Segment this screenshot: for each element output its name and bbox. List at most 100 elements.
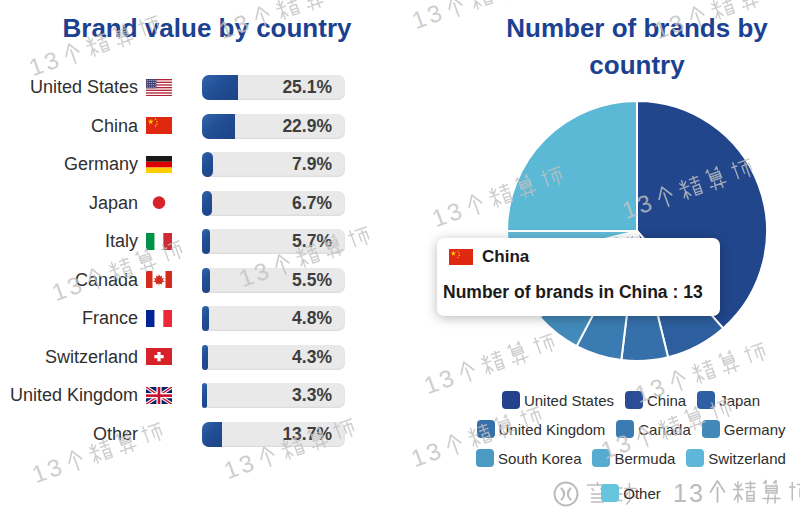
cjk-char-suan — [502, 338, 533, 369]
cjk-char-jing — [464, 420, 495, 451]
bar-value: 25.1% — [282, 77, 332, 98]
cjk-char-suan — [489, 411, 520, 442]
cn-flag-icon — [449, 249, 473, 265]
bar-track[interactable]: 7.9% — [202, 152, 345, 177]
bar-value: 7.9% — [292, 154, 332, 175]
cjk-char-ge — [650, 181, 681, 212]
bar-value: 4.3% — [292, 347, 332, 368]
ca-flag — [146, 271, 172, 289]
cjk-char-jing — [688, 356, 719, 387]
cjk-char-shi — [136, 418, 167, 449]
bar-fill[interactable] — [202, 268, 210, 293]
uk-flag-icon — [146, 387, 172, 404]
de-flag — [146, 156, 172, 174]
ch-flag-icon — [146, 348, 172, 365]
cjk-char-ge — [252, 441, 283, 472]
cjk-char-jing — [277, 432, 308, 463]
cjk-char-jing — [477, 347, 508, 378]
cjk-char-ge — [247, 1, 278, 32]
bar-value: 3.3% — [292, 385, 332, 406]
cn-flag — [146, 117, 172, 135]
cjk-char-ge — [452, 356, 483, 387]
bar-label: Germany — [0, 154, 138, 174]
cjk-char-ge — [663, 365, 694, 396]
bar-label: United Kingdom — [0, 385, 138, 405]
tooltip-text: Number of brands in China : 13 — [443, 282, 703, 303]
jp-flag — [146, 194, 172, 212]
cjk-char-suan — [510, 171, 541, 202]
bar-label: China — [0, 116, 138, 136]
cjk-char-suan — [107, 20, 138, 51]
legend-item-switzerland[interactable]: Switzerland — [686, 449, 786, 467]
bar-fill[interactable] — [202, 152, 213, 177]
bar-fill[interactable] — [202, 306, 209, 331]
legend-swatch — [476, 449, 494, 467]
legend-label: Other — [623, 485, 661, 502]
legend-label: South Korea — [498, 450, 581, 467]
bar-track[interactable]: 4.3% — [202, 345, 345, 370]
bar-track[interactable]: 22.9% — [202, 114, 345, 139]
bar-track[interactable]: 3.3% — [202, 383, 345, 408]
cjk-char-ge — [267, 249, 298, 280]
tooltip-country: China — [482, 247, 529, 267]
bar-fill[interactable] — [202, 422, 222, 447]
cjk-char-suan — [110, 427, 141, 458]
cjk-char-ge — [439, 429, 470, 460]
bar-label: Japan — [0, 193, 138, 213]
de-flag-icon — [146, 156, 172, 173]
us-flag-icon — [146, 79, 172, 96]
cjk-char-jing — [654, 412, 685, 443]
cjk-char-suan — [130, 245, 161, 276]
legend-swatch — [601, 484, 619, 502]
bar-fill[interactable] — [202, 383, 207, 408]
cjk-char-ge — [682, 1, 713, 32]
cjk-char-ge — [460, 189, 491, 220]
chart-tooltip: China Number of brands in China : 13 — [437, 238, 720, 316]
page: Brand value by country Number of brands … — [0, 0, 800, 515]
pie-slice-china[interactable] — [507, 101, 637, 231]
cjk-char-ge — [629, 421, 660, 452]
bar-label: France — [0, 308, 138, 328]
cjk-char-jing — [82, 29, 113, 60]
us-flag — [146, 79, 172, 97]
bar-fill[interactable] — [202, 191, 212, 216]
ch-flag — [146, 348, 172, 366]
bar-fill[interactable] — [202, 114, 235, 139]
legend-item-other[interactable]: Other — [601, 484, 661, 502]
bar-label: Italy — [0, 231, 138, 251]
cjk-char-suan — [713, 347, 744, 378]
legend-swatch — [686, 449, 704, 467]
cjk-char-shi — [156, 236, 187, 267]
bar-value: 4.8% — [292, 308, 332, 329]
bar-value: 6.7% — [292, 193, 332, 214]
cjk-char-ge — [60, 445, 91, 476]
bar-track[interactable]: 4.8% — [202, 306, 345, 331]
bar-label: United States — [0, 77, 138, 97]
cjk-char-suan — [317, 231, 348, 262]
cjk-char-suan — [700, 163, 731, 194]
bar-value: 22.9% — [282, 116, 332, 137]
cjk-char-jing — [292, 240, 323, 271]
cjk-char-suan — [302, 423, 333, 454]
bar-track[interactable]: 25.1% — [202, 75, 345, 100]
bar-fill[interactable] — [202, 75, 238, 100]
fr-flag-icon — [146, 310, 172, 327]
legend-label: Switzerland — [708, 450, 786, 467]
bar-track[interactable]: 6.7% — [202, 191, 345, 216]
cjk-char-shi — [328, 414, 359, 445]
china-flag-icon — [449, 249, 473, 269]
bar-fill[interactable] — [202, 345, 208, 370]
cjk-char-jing — [675, 172, 706, 203]
cn-flag-icon — [146, 117, 172, 134]
cjk-char-shi — [343, 222, 374, 253]
jp-flag-icon — [146, 194, 172, 211]
cjk-char-suan — [679, 403, 710, 434]
bar-fill[interactable] — [202, 229, 210, 254]
legend-item-south-korea[interactable]: South Korea — [476, 449, 581, 467]
cjk-char-jing — [485, 180, 516, 211]
cjk-char-jing — [85, 436, 116, 467]
bar-label: Switzerland — [0, 347, 138, 367]
cjk-char-ge — [57, 38, 88, 69]
cjk-char-ge — [80, 263, 111, 294]
legend-label: Germany — [724, 421, 786, 438]
